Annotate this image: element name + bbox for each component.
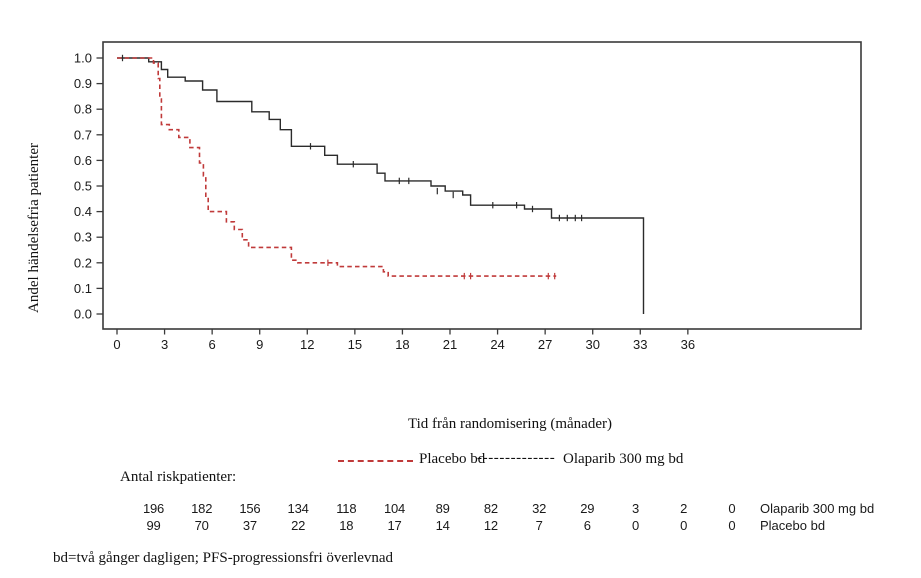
risk-value: 82 [483, 501, 498, 516]
y-tick-label: 0.1 [74, 281, 92, 296]
risk-value: 196 [142, 501, 165, 516]
risk-value: 17 [387, 518, 402, 533]
risk-row-label: Placebo bd [760, 518, 826, 533]
risk-value: 7 [535, 518, 543, 533]
y-tick-label: 0.0 [74, 307, 92, 322]
risk-value: 0 [728, 518, 736, 533]
y-tick-label: 1.0 [74, 51, 92, 66]
x-tick-label: 27 [538, 337, 552, 352]
y-tick-label: 0.8 [74, 102, 92, 117]
risk-value: 89 [435, 501, 450, 516]
y-tick-label: 0.3 [74, 230, 92, 245]
x-tick-label: 21 [443, 337, 457, 352]
legend-olaparib-label: Olaparib 300 mg bd [563, 451, 684, 467]
risk-value: 0 [631, 518, 640, 533]
risk-row-label: Olaparib 300 mg bd [760, 501, 875, 516]
legend-placebo-dash-sample [338, 460, 413, 462]
y-axis-title: Andel händelsefria patienter [26, 143, 42, 313]
risk-value: 134 [287, 501, 309, 516]
y-tick-label: 0.2 [74, 255, 92, 270]
risk-table-heading: Antal riskpatienter: [120, 469, 237, 485]
x-tick-label: 24 [490, 337, 504, 352]
risk-value: 22 [291, 518, 306, 533]
legend-placebo-label: Placebo bd [419, 451, 486, 467]
risk-value: 156 [239, 501, 261, 516]
risk-value: 14 [435, 518, 450, 533]
x-axis-title: Tid från randomisering (månader) [408, 416, 612, 432]
footnote: bd=två gånger dagligen; PFS-progressions… [53, 550, 394, 566]
y-tick-label: 0.6 [74, 153, 92, 168]
x-tick-label: 6 [209, 337, 216, 352]
risk-value: 37 [242, 518, 257, 533]
x-tick-label: 18 [395, 337, 409, 352]
x-tick-label: 15 [348, 337, 362, 352]
x-tick-label: 9 [256, 337, 263, 352]
risk-value: 29 [580, 501, 595, 516]
risk-value: 32 [532, 501, 547, 516]
risk-value: 12 [483, 518, 498, 533]
y-tick-label: 0.9 [74, 76, 92, 91]
x-tick-label: 36 [681, 337, 695, 352]
x-tick-label: 30 [585, 337, 599, 352]
risk-value: 3 [631, 501, 640, 516]
risk-value: 2 [680, 501, 688, 516]
plot-box [102, 41, 862, 330]
risk-value: 18 [339, 518, 354, 533]
risk-value: 104 [383, 501, 406, 516]
risk-value: 6 [583, 518, 591, 533]
legend-olaparib-dash-sample: -------------- [477, 450, 556, 466]
x-tick-label: 33 [633, 337, 647, 352]
y-tick-label: 0.4 [74, 204, 92, 219]
chart-svg: 0.00.10.20.30.40.50.60.70.80.91.00 3 6 9 12 1… [26, 41, 862, 352]
x-tick-label: 3 [161, 337, 168, 352]
x-tick-label: 0 [113, 337, 120, 352]
olaparib-curve [117, 57, 645, 314]
risk-value: 118 [336, 501, 357, 516]
risk-value: 0 [680, 518, 688, 533]
y-tick-label: 0.5 [74, 179, 92, 194]
x-tick-label: 12 [300, 337, 314, 352]
y-tick-label: 0.7 [74, 127, 92, 142]
risk-value: 182 [191, 501, 213, 516]
risk-value: 70 [194, 518, 209, 533]
placebo-curve [117, 57, 557, 277]
risk-value: 0 [728, 501, 736, 516]
risk-value: 99 [146, 518, 161, 533]
